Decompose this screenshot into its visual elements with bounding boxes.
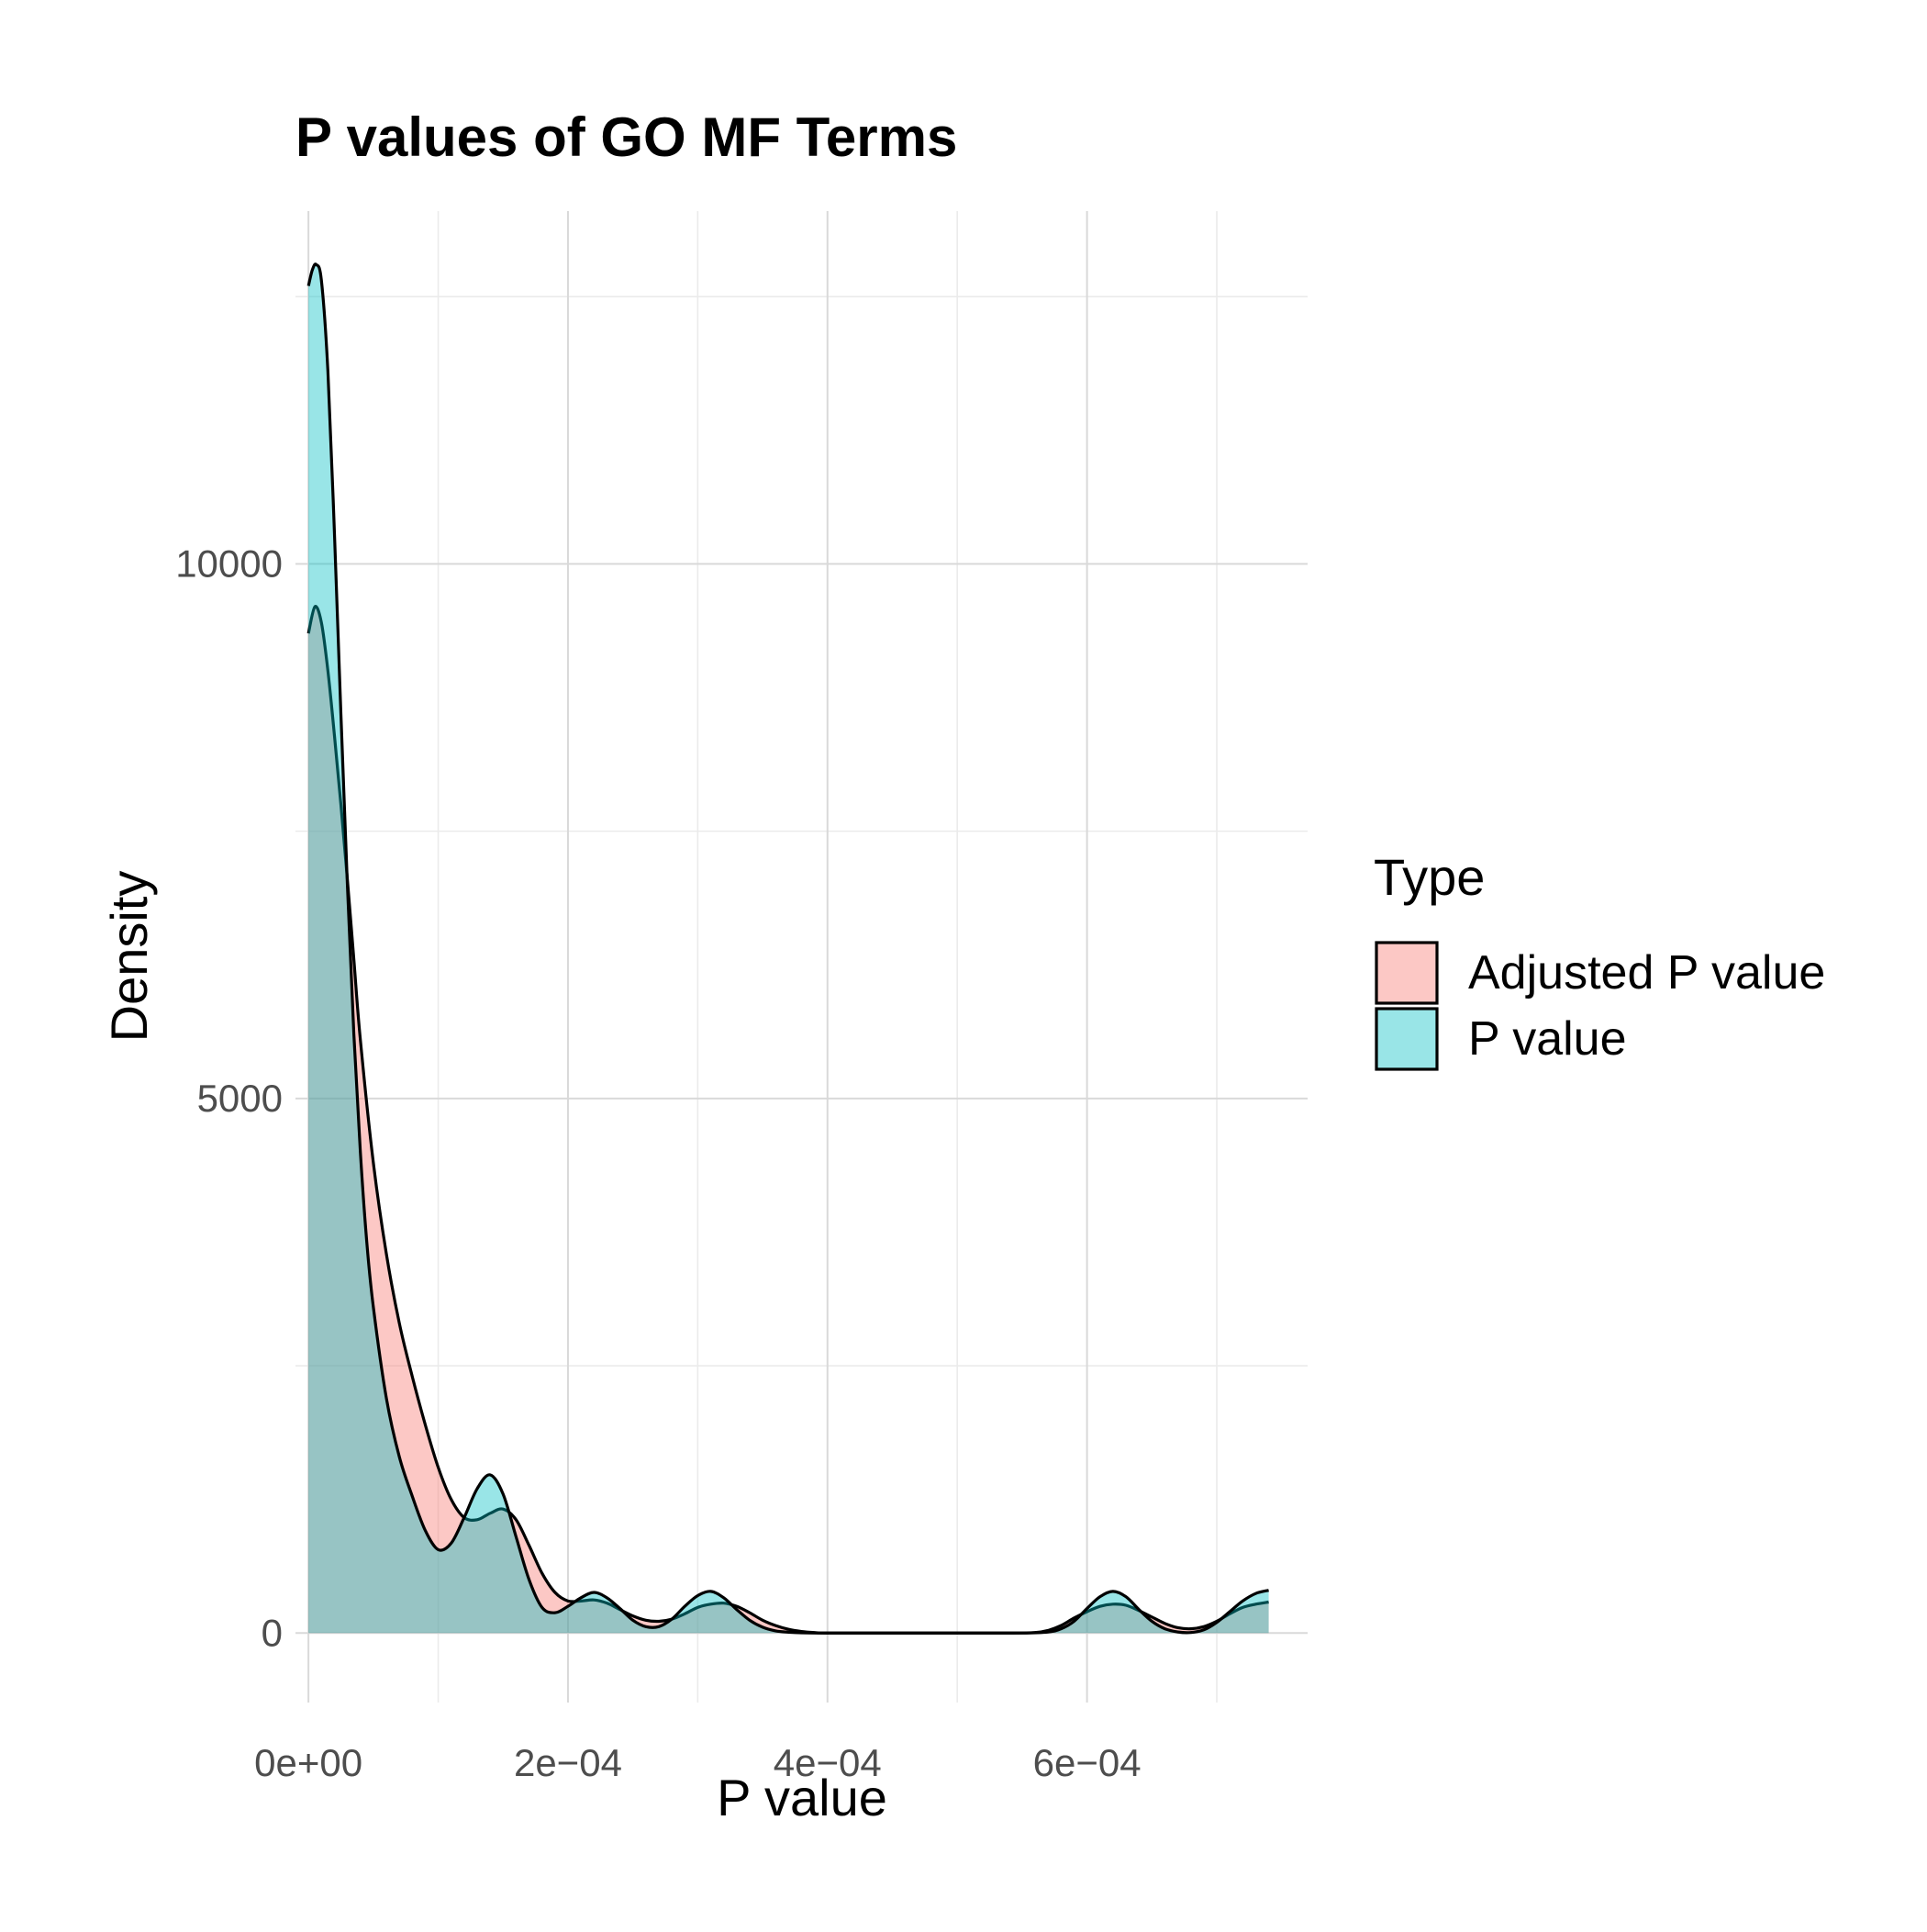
chart-title: P values of GO MF Terms — [295, 106, 957, 168]
y-tick-label: 5000 — [197, 1077, 283, 1120]
density-line — [306, 262, 1269, 1635]
legend-entries: Adjusted P value P value — [1375, 941, 1825, 1071]
y-tick-label: 10000 — [175, 542, 283, 585]
density-line — [306, 605, 1269, 1635]
y-axis-title: Density — [100, 871, 158, 1043]
x-tick-label: 0e+00 — [254, 1741, 362, 1784]
legend-label: Adjusted P value — [1468, 946, 1825, 1000]
series-p-value — [306, 262, 1269, 1635]
x-tick-label: 4e−04 — [774, 1741, 882, 1784]
legend-key — [1375, 1007, 1439, 1071]
legend-entry: Adjusted P value — [1375, 941, 1825, 1005]
tick-labels: 0e+00 2e−04 4e−04 6e−04 0 5000 10000 — [175, 542, 1141, 1784]
series-adjusted-p-value — [306, 605, 1269, 1635]
legend-title: Type — [1374, 848, 1485, 906]
legend-label: P value — [1468, 1012, 1627, 1066]
x-tick-label: 2e−04 — [514, 1741, 622, 1784]
legend-key — [1375, 941, 1439, 1005]
x-tick-label: 6e−04 — [1033, 1741, 1142, 1784]
y-tick-label: 0 — [262, 1611, 283, 1654]
density-areas — [306, 262, 1269, 1635]
density-area — [308, 606, 1269, 1634]
legend: Type Adjusted P value P value — [1374, 848, 1825, 1071]
grid — [295, 211, 1308, 1703]
x-axis-title: P value — [717, 1769, 887, 1826]
density-area — [308, 263, 1269, 1634]
legend-entry: P value — [1375, 1007, 1627, 1071]
